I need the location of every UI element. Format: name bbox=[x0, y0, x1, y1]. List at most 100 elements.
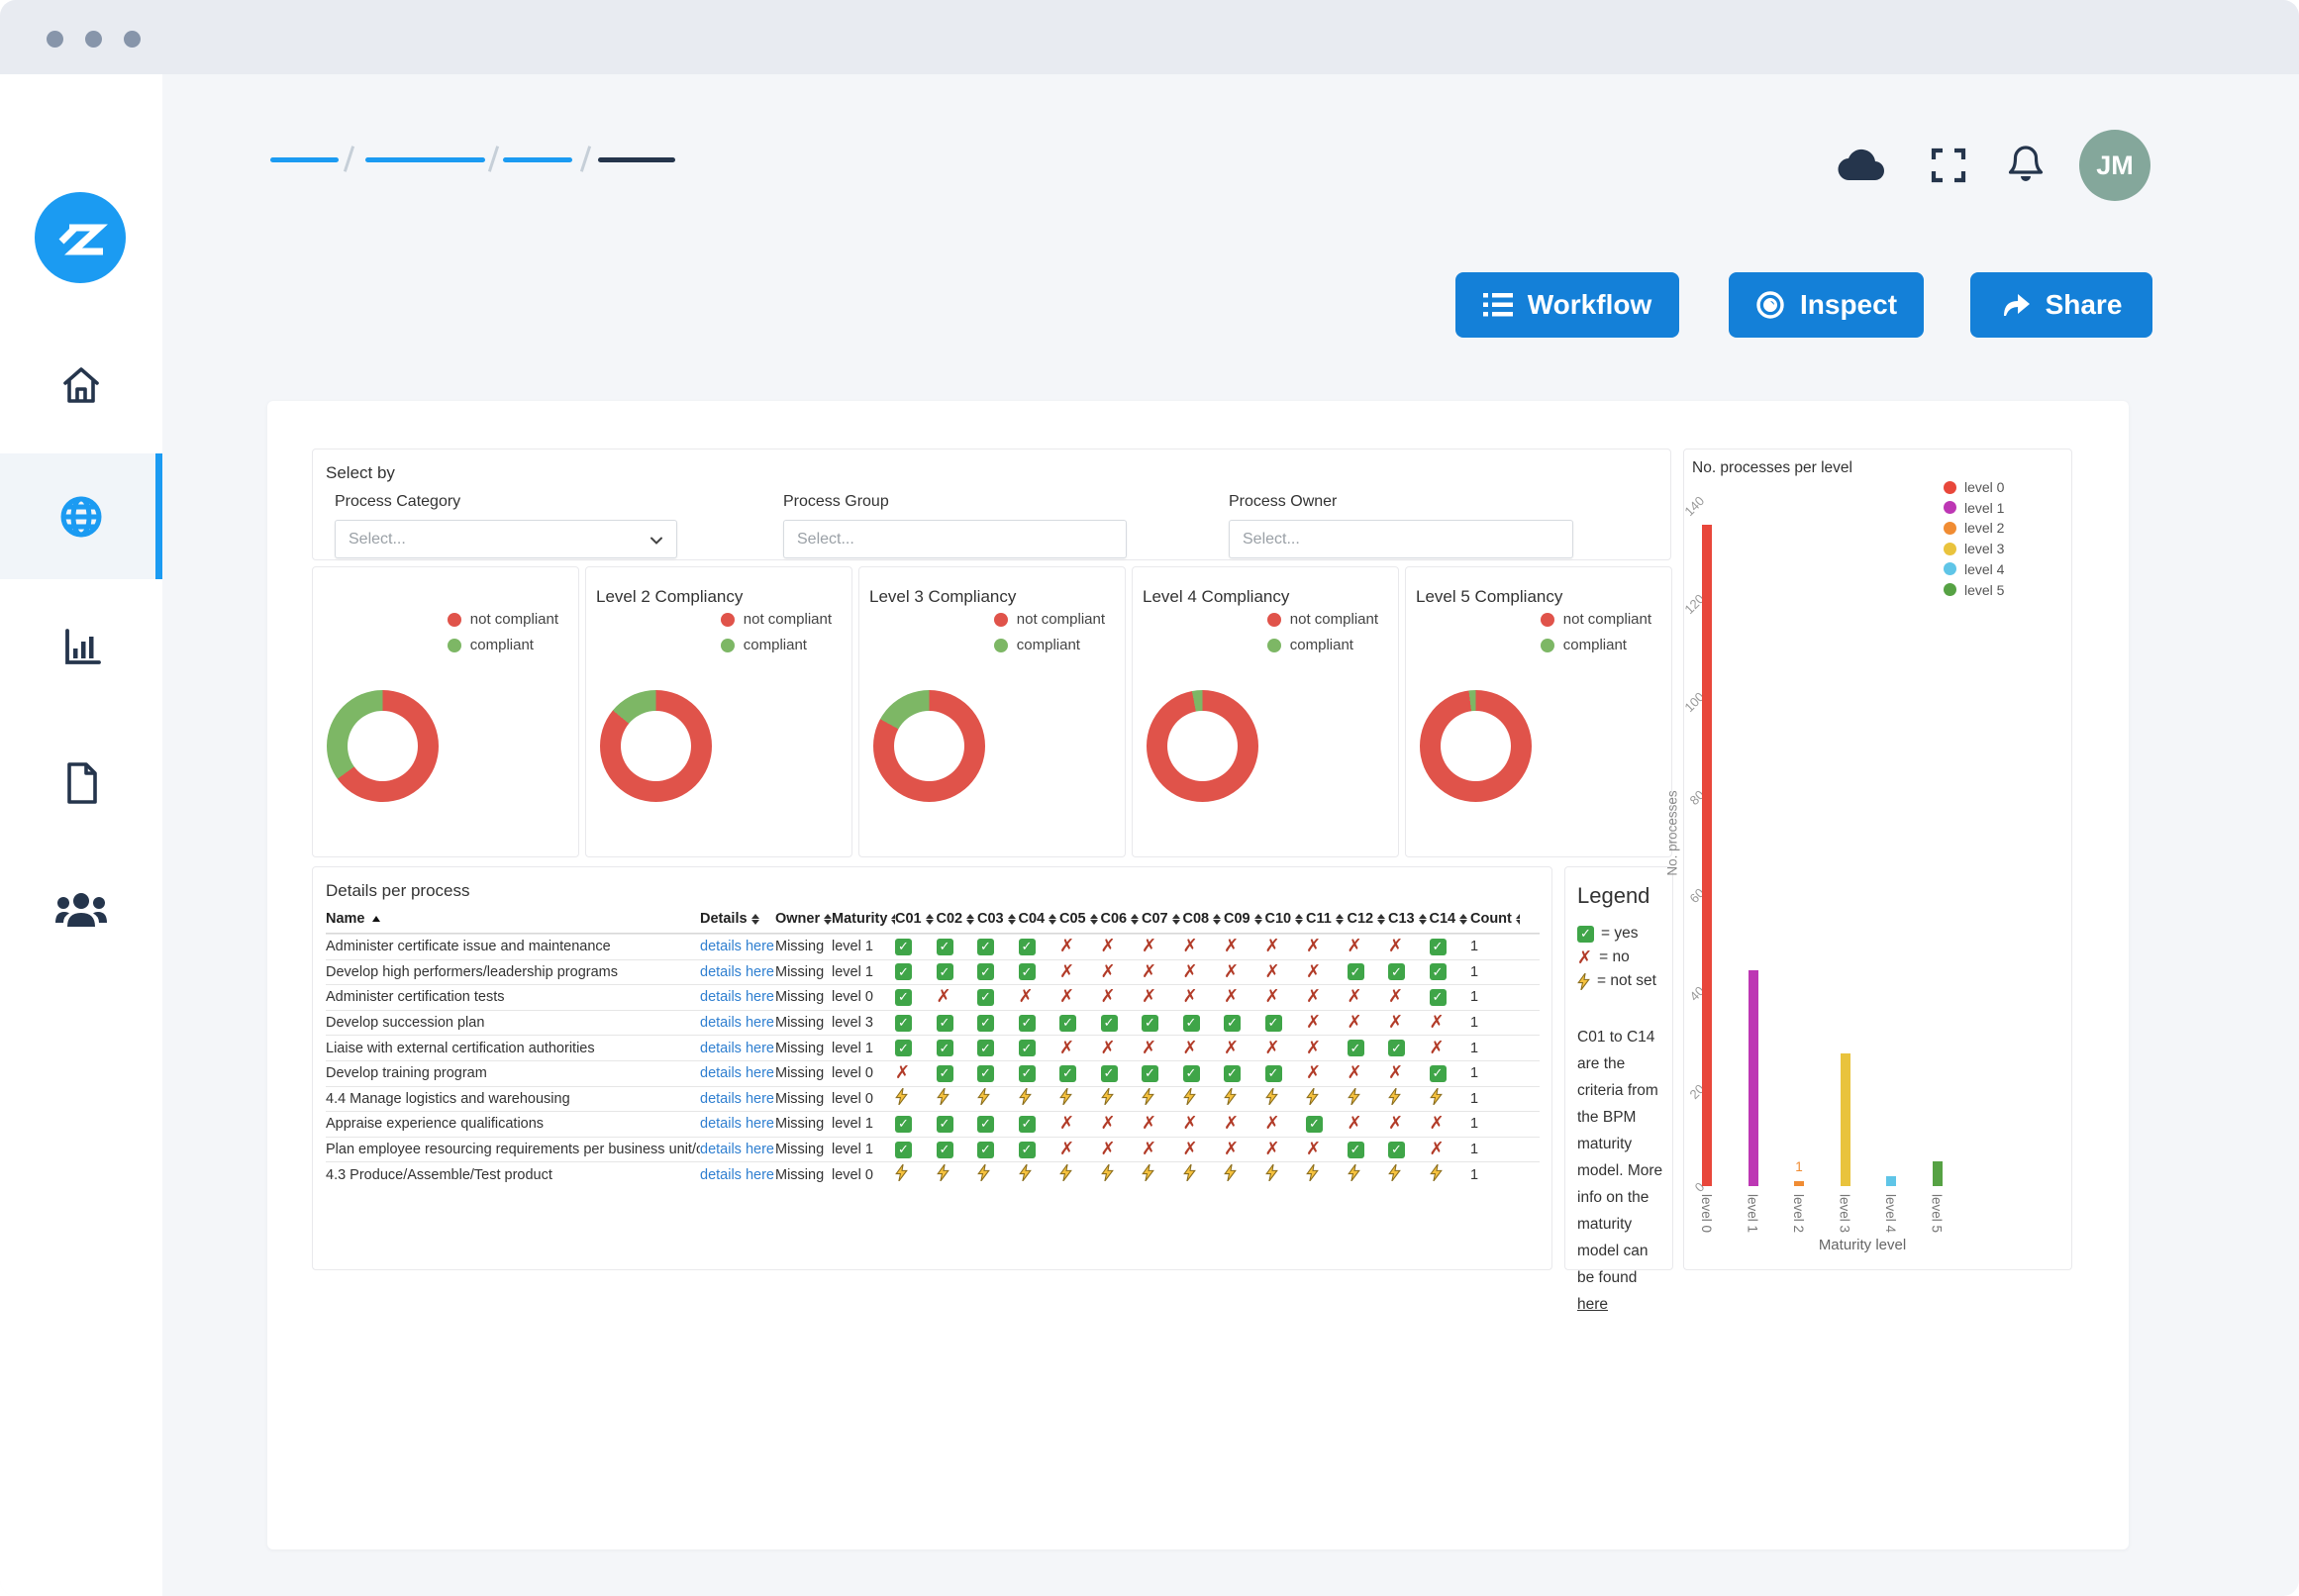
table-row[interactable]: Administer certification testsdetails he… bbox=[326, 984, 1540, 1010]
legend-swatch bbox=[1944, 543, 1956, 555]
column-header-name[interactable]: Name bbox=[326, 911, 700, 927]
legend-item: ✓= yes bbox=[1577, 925, 1656, 943]
app-logo[interactable] bbox=[35, 192, 126, 283]
details-link[interactable]: details here bbox=[700, 1041, 774, 1056]
criteria-cell: ✓ bbox=[1265, 1015, 1307, 1032]
details-link[interactable]: details here bbox=[700, 1167, 774, 1183]
owner-cell: Missing bbox=[775, 1015, 832, 1031]
column-header-c05[interactable]: C05 bbox=[1059, 911, 1101, 927]
cross-icon: ✗ bbox=[1224, 1115, 1239, 1133]
column-header-c14[interactable]: C14 bbox=[1430, 911, 1471, 927]
sidebar-item-home[interactable] bbox=[0, 338, 162, 433]
table-row[interactable]: Develop training programdetails hereMiss… bbox=[326, 1060, 1540, 1086]
cross-icon: ✗ bbox=[1224, 1040, 1239, 1057]
chart-legend-item[interactable]: level 0 bbox=[1944, 479, 2004, 495]
column-header-owner[interactable]: Owner bbox=[775, 911, 832, 927]
chart-legend-item[interactable]: level 4 bbox=[1944, 561, 2004, 577]
column-header-count[interactable]: Count bbox=[1470, 911, 1520, 927]
chart-legend-item[interactable]: level 2 bbox=[1944, 520, 2004, 536]
table-row[interactable]: Appraise experience qualificationsdetail… bbox=[326, 1111, 1540, 1137]
criteria-cell: ✓ bbox=[977, 939, 1019, 955]
column-header-c04[interactable]: C04 bbox=[1019, 911, 1060, 927]
column-header-c11[interactable]: C11 bbox=[1306, 911, 1348, 927]
table-row[interactable]: Develop high performers/leadership progr… bbox=[326, 959, 1540, 985]
sidebar-item-analytics[interactable] bbox=[0, 599, 162, 694]
chart-legend-item[interactable]: level 3 bbox=[1944, 541, 2004, 556]
details-link[interactable]: details here bbox=[700, 964, 774, 980]
column-header-c10[interactable]: C10 bbox=[1265, 911, 1307, 927]
legend-swatch bbox=[1944, 583, 1956, 596]
details-link[interactable]: details here bbox=[700, 1015, 774, 1031]
column-header-c06[interactable]: C06 bbox=[1101, 911, 1143, 927]
column-header-c01[interactable]: C01 bbox=[895, 911, 937, 927]
details-link[interactable]: details here bbox=[700, 1142, 774, 1157]
process-group-label: Process Group bbox=[783, 493, 1127, 511]
check-icon: ✓ bbox=[1183, 1015, 1200, 1032]
check-icon: ✓ bbox=[1019, 963, 1036, 980]
criteria-cell bbox=[1265, 1164, 1307, 1185]
legend-swatch bbox=[721, 613, 735, 627]
breadcrumb-segment[interactable] bbox=[365, 157, 485, 162]
criteria-cell: ✗ bbox=[1265, 1115, 1307, 1133]
column-header-c09[interactable]: C09 bbox=[1224, 911, 1265, 927]
breadcrumb-segment[interactable] bbox=[270, 157, 339, 162]
table-row[interactable]: 4.3 Produce/Assemble/Test productdetails… bbox=[326, 1161, 1540, 1187]
fullscreen-icon[interactable] bbox=[1931, 148, 1966, 188]
process-category-select[interactable]: Select... bbox=[335, 520, 677, 558]
workflow-button[interactable]: Workflow bbox=[1455, 272, 1679, 338]
donut-chart bbox=[600, 690, 712, 802]
criteria-cell bbox=[1265, 1088, 1307, 1109]
bar-level-1 bbox=[1749, 970, 1758, 1186]
sort-icon bbox=[1377, 914, 1385, 925]
sidebar-item-processes[interactable] bbox=[0, 453, 162, 579]
cloud-icon[interactable] bbox=[1837, 147, 1886, 187]
chart-legend-item[interactable]: level 1 bbox=[1944, 500, 2004, 516]
column-header-c02[interactable]: C02 bbox=[937, 911, 978, 927]
traffic-light-dot[interactable] bbox=[85, 31, 102, 48]
column-header-c08[interactable]: C08 bbox=[1183, 911, 1225, 927]
inspect-button[interactable]: Inspect bbox=[1729, 272, 1924, 338]
check-icon: ✓ bbox=[895, 1142, 912, 1158]
column-header-details[interactable]: Details bbox=[700, 911, 775, 927]
table-row[interactable]: Develop succession plandetails hereMissi… bbox=[326, 1010, 1540, 1036]
table-row[interactable]: Plan employee resourcing requirements pe… bbox=[326, 1137, 1540, 1162]
column-header-c03[interactable]: C03 bbox=[977, 911, 1019, 927]
table-row[interactable]: Liaise with external certification autho… bbox=[326, 1035, 1540, 1060]
table-row[interactable]: Administer certificate issue and mainten… bbox=[326, 934, 1540, 959]
sidebar-item-documents[interactable] bbox=[0, 736, 162, 831]
chart-legend-item[interactable]: level 5 bbox=[1944, 582, 2004, 598]
details-link[interactable]: details here bbox=[700, 1065, 774, 1081]
process-owner-input[interactable] bbox=[1230, 520, 1572, 558]
bolt-icon bbox=[1183, 1088, 1196, 1105]
donut-legend: not compliantcompliant bbox=[721, 611, 832, 662]
details-link[interactable]: details here bbox=[700, 939, 774, 954]
column-header-c07[interactable]: C07 bbox=[1142, 911, 1183, 927]
details-link[interactable]: details here bbox=[700, 1116, 774, 1132]
cross-icon: ✗ bbox=[1183, 1040, 1198, 1057]
criteria-cell: ✓ bbox=[977, 1116, 1019, 1133]
legend-here-link[interactable]: here bbox=[1577, 1296, 1608, 1313]
criteria-cell: ✗ bbox=[1142, 963, 1183, 981]
traffic-light-dot[interactable] bbox=[124, 31, 141, 48]
criteria-cell: ✓ bbox=[937, 1116, 978, 1133]
column-header-maturity[interactable]: Maturity bbox=[832, 911, 895, 927]
details-link[interactable]: details here bbox=[700, 1091, 774, 1107]
legend-label: level 4 bbox=[1964, 561, 2004, 577]
share-button[interactable]: Share bbox=[1970, 272, 2152, 338]
cross-icon: ✗ bbox=[1059, 1115, 1074, 1133]
table-row[interactable]: 4.4 Manage logistics and warehousingdeta… bbox=[326, 1086, 1540, 1112]
criteria-cell: ✗ bbox=[1019, 988, 1060, 1006]
criteria-cell: ✓ bbox=[1265, 1065, 1307, 1082]
traffic-light-dot[interactable] bbox=[47, 31, 63, 48]
sort-icon bbox=[1131, 914, 1139, 925]
bell-icon[interactable] bbox=[2006, 144, 2046, 190]
cross-icon: ✗ bbox=[1059, 938, 1074, 955]
process-group-input[interactable] bbox=[784, 520, 1126, 558]
column-header-c13[interactable]: C13 bbox=[1388, 911, 1430, 927]
breadcrumb-segment[interactable] bbox=[503, 157, 572, 162]
column-header-c12[interactable]: C12 bbox=[1348, 911, 1389, 927]
details-link[interactable]: details here bbox=[700, 989, 774, 1005]
avatar[interactable]: JM bbox=[2079, 130, 2150, 201]
sidebar-item-users[interactable] bbox=[0, 863, 162, 958]
cross-icon: ✗ bbox=[1101, 1141, 1116, 1158]
